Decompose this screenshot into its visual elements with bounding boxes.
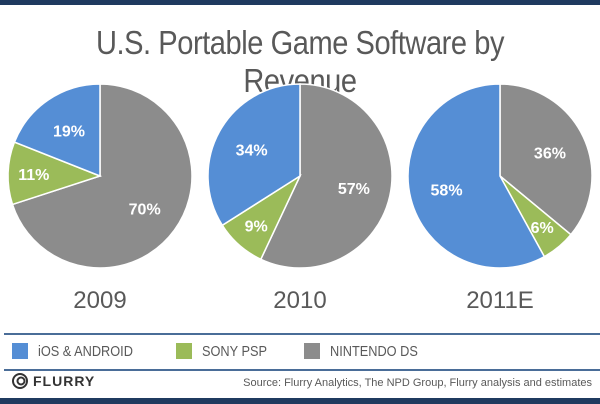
- slice-ios-2009: [13, 83, 101, 178]
- slice-ds-2010: [259, 83, 393, 269]
- legend-item-psp: SONY PSP: [175, 342, 278, 360]
- legend-label: iOS & ANDROID: [38, 342, 133, 360]
- divider: [4, 333, 600, 335]
- legend-label: SONY PSP: [201, 342, 267, 360]
- legend: iOS & ANDROID SONY PSP NINTENDO DS: [12, 340, 459, 362]
- legend-item-ios: iOS & ANDROID: [12, 343, 150, 360]
- legend-swatch: [175, 343, 192, 359]
- flurry-logo-icon: [12, 373, 28, 389]
- top-bar: [0, 0, 600, 5]
- data-label-ds-2010: 57%: [338, 181, 370, 198]
- legend-swatch: [12, 343, 28, 359]
- data-label-ds-2009: 70%: [129, 201, 161, 218]
- slice-ds-2011E: [499, 83, 593, 236]
- pie-charts: 70% 11% 19% 2009 57% 9% 34% 2010 36% 6% 58% 2011E: [7, 83, 593, 314]
- pie-year-label: 2009: [73, 287, 126, 314]
- slice-ios-2011E: [407, 83, 546, 269]
- source-note: Source: Flurry Analytics, The NPD Group,…: [243, 377, 592, 389]
- data-label-psp-2010: 9%: [245, 219, 268, 236]
- legend-label: NINTENDO DS: [330, 342, 418, 360]
- divider: [4, 369, 600, 371]
- chart-title: U.S. Portable Game Software by Revenue: [95, 24, 505, 99]
- data-label-psp-2011E: 6%: [531, 220, 554, 237]
- data-label-psp-2009: 11%: [18, 167, 49, 184]
- flurry-logo: FLURRY: [12, 373, 95, 389]
- pie-year-label: 2011E: [466, 287, 534, 314]
- pie-year-label: 2010: [273, 287, 326, 314]
- data-label-ios-2010: 34%: [236, 142, 268, 159]
- logo-text: FLURRY: [33, 373, 96, 389]
- bottom-bar: [0, 398, 600, 404]
- legend-item-ds: NINTENDO DS: [304, 343, 433, 360]
- slice-ds-2009: [11, 83, 193, 269]
- legend-swatch: [304, 343, 321, 359]
- data-label-ios-2009: 19%: [53, 123, 85, 140]
- slice-ios-2010: [207, 83, 301, 227]
- data-label-ios-2011E: 58%: [431, 183, 463, 200]
- data-label-ds-2011E: 36%: [534, 145, 566, 162]
